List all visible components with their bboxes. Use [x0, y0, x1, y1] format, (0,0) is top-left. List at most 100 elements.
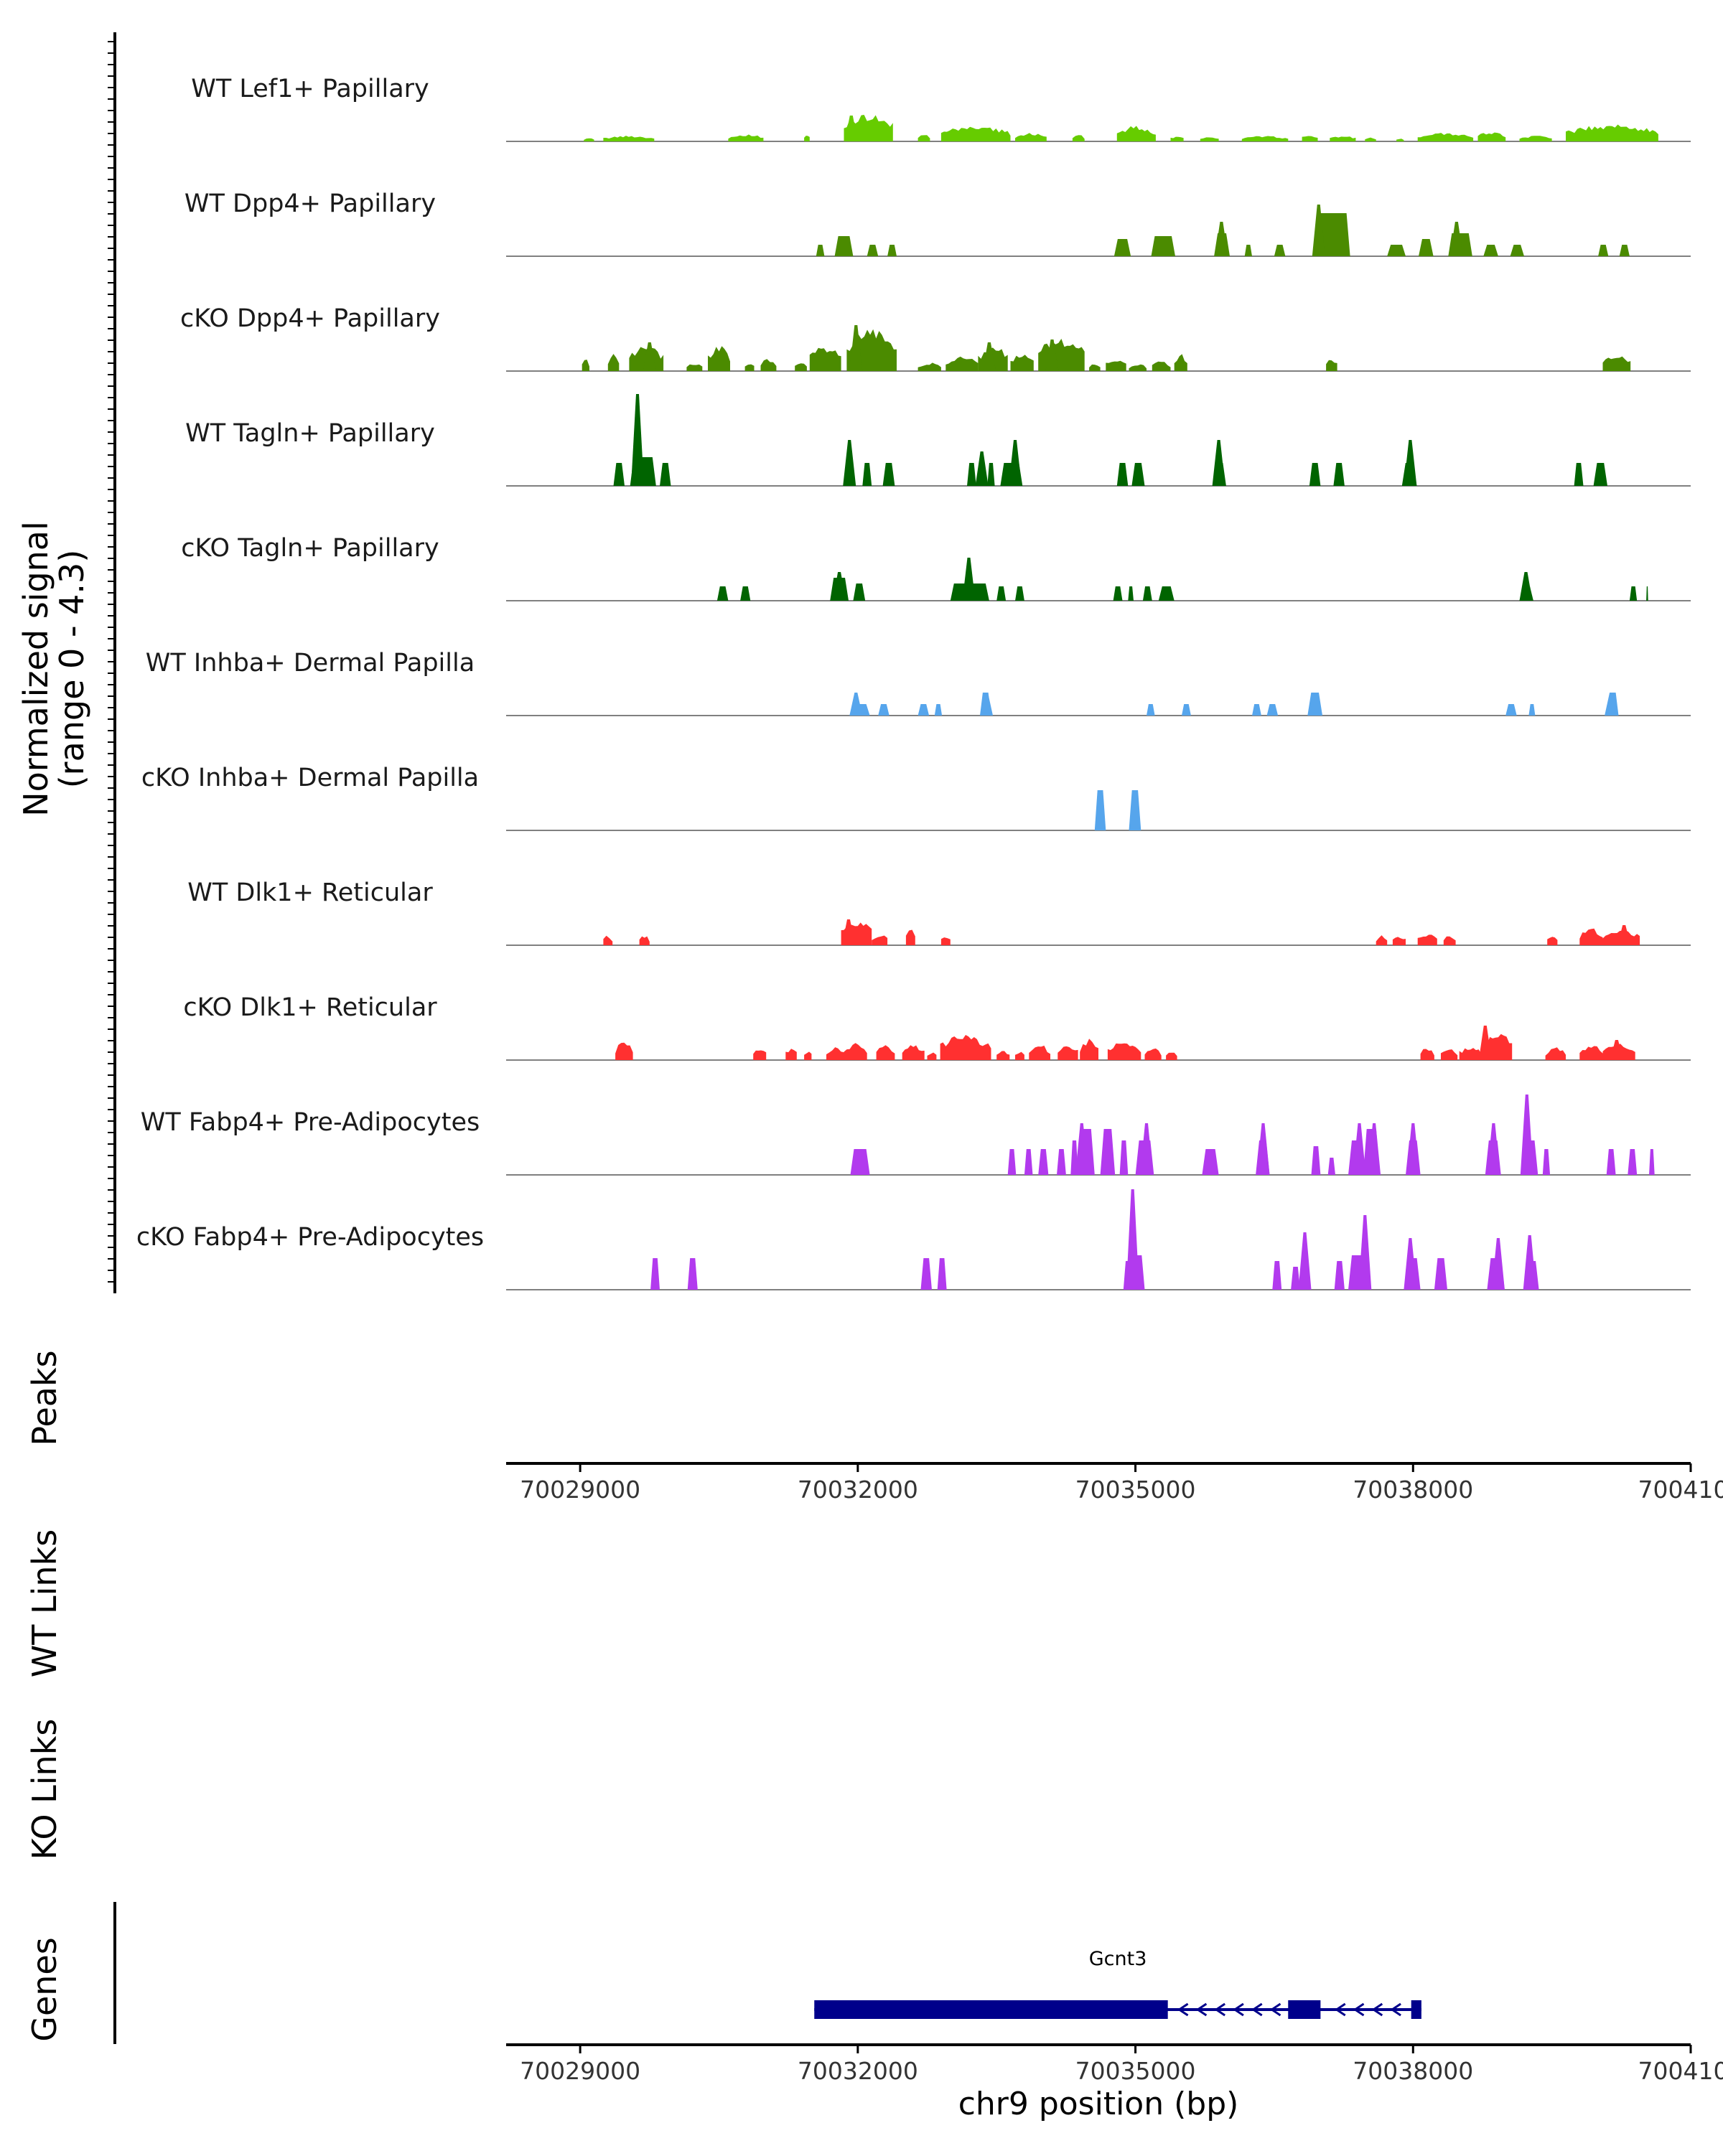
coverage-area	[1266, 704, 1279, 716]
coverage-area	[1100, 1129, 1116, 1175]
coverage-area	[1542, 1149, 1551, 1175]
coverage-area	[1116, 463, 1129, 486]
coverage-area	[1129, 790, 1141, 830]
coverage-peak	[1487, 1123, 1500, 1175]
coverage-area	[1241, 136, 1289, 141]
coverage-area	[1376, 935, 1388, 945]
coverage-area	[660, 463, 671, 486]
coverage-peak	[1256, 1123, 1270, 1175]
coverage-peak	[1523, 1235, 1536, 1290]
coverage-area	[1151, 236, 1175, 256]
coverage-area	[1417, 133, 1474, 141]
coverage-area	[785, 1049, 797, 1060]
x-tick-label: 70029000	[520, 2057, 640, 2085]
strand-arrow	[1390, 2002, 1401, 2017]
coverage-area	[740, 586, 751, 601]
x-tick-label: 7004100	[1638, 1476, 1723, 1504]
track-11: cKO Fabp4+ Pre-Adipocytes	[136, 1189, 1691, 1290]
x-tick-label: 70029000	[520, 1476, 640, 1504]
strand-arrow	[1214, 2002, 1225, 2017]
coverage-area	[687, 1258, 698, 1290]
coverage-area	[1113, 239, 1131, 256]
strand-arrow	[1233, 2002, 1244, 2017]
coverage-area	[1015, 586, 1024, 601]
x-tick-label: 7004100	[1638, 2057, 1723, 2085]
track-5: cKO Tagln+ Papillary	[181, 534, 1691, 601]
coverage-area	[1202, 1149, 1219, 1175]
coverage-area	[686, 364, 703, 371]
track-label: WT Fabp4+ Pre-Adipocytes	[141, 1108, 480, 1137]
coverage-area	[1113, 586, 1123, 601]
track-6: WT Inhba+ Dermal Papilla	[146, 649, 1691, 716]
coverage-area	[1579, 928, 1603, 945]
coverage-peak	[1312, 205, 1325, 256]
coverage-peak	[1309, 693, 1322, 716]
coverage-peak	[1045, 339, 1059, 371]
coverage-area	[1029, 1045, 1050, 1060]
coverage-area	[1392, 937, 1406, 945]
coverage-area	[1131, 463, 1145, 486]
gene-exon	[1288, 2000, 1321, 2019]
coverage-area	[1519, 136, 1552, 141]
coverage-area	[760, 359, 777, 371]
genes-x-axis: 70029000 70032000 70035000 70038000 7004100	[506, 2043, 1723, 2085]
gene-track: Gcnt3	[814, 1948, 1421, 2019]
coverage-area	[1547, 937, 1558, 945]
coverage-area	[1646, 586, 1648, 601]
coverage-peak	[982, 342, 996, 371]
track-label: WT Inhba+ Dermal Papilla	[146, 649, 475, 678]
track-1: WT Lef1+ Papillary	[191, 75, 1691, 142]
coverage-peak	[1075, 1123, 1088, 1175]
coverage-area	[905, 929, 915, 945]
coverage-peak	[1298, 1232, 1312, 1290]
coverage-area	[1107, 1043, 1141, 1060]
coverage-area	[1072, 135, 1085, 141]
coverage-area	[1629, 586, 1638, 601]
coverage-area	[826, 1047, 844, 1060]
coverage-peak	[1406, 1123, 1420, 1175]
coverage-area	[1128, 586, 1134, 601]
coverage-peak	[1519, 572, 1533, 601]
coverage-peak	[849, 325, 863, 371]
coverage-peak	[1212, 440, 1225, 486]
coverage-peak	[1358, 1215, 1372, 1290]
coverage-peak	[1140, 1123, 1153, 1175]
coverage-area	[1602, 356, 1631, 371]
coverage-area	[1311, 1146, 1321, 1175]
peaks-panel-label: Peaks	[25, 1350, 64, 1445]
coverage-area	[872, 935, 888, 945]
coverage-area	[728, 134, 764, 141]
coverage-area	[887, 245, 897, 256]
coverage-area	[1309, 463, 1321, 486]
track-9: cKO Dlk1+ Reticular	[183, 993, 1691, 1061]
coverage-area	[1038, 1149, 1049, 1175]
coverage-peak	[1605, 693, 1618, 716]
coverage-area	[853, 583, 866, 601]
genes-panel-label: Genes	[25, 1937, 64, 2041]
coverage-area	[603, 136, 655, 141]
coverage-area	[878, 704, 889, 716]
coverage-area	[920, 1258, 932, 1290]
coverage-area	[1326, 360, 1337, 371]
coverage-area	[1080, 1039, 1098, 1060]
coverage-peak	[833, 572, 846, 601]
coverage-area	[1170, 136, 1184, 141]
coverage-area	[1119, 1140, 1129, 1175]
coverage-area	[804, 136, 810, 141]
coverage-area	[1142, 586, 1152, 601]
track-label: WT Dlk1+ Reticular	[187, 878, 433, 907]
gene-label: Gcnt3	[1089, 1948, 1147, 1970]
y-axis-range-label: (range 0 - 4.3)	[52, 550, 91, 789]
coverage-area	[940, 937, 951, 945]
coverage-area	[1510, 245, 1524, 256]
coverage-area	[603, 935, 613, 945]
x-tick-label: 70035000	[1075, 2057, 1196, 2085]
coverage-area	[1443, 936, 1456, 945]
coverage-area	[1272, 1261, 1282, 1290]
coverage-area	[1420, 1049, 1434, 1060]
strand-arrow	[1177, 2002, 1189, 2017]
coverage-area	[1417, 934, 1437, 945]
coverage-area	[1144, 1048, 1162, 1060]
gene-exon	[814, 2000, 1168, 2019]
